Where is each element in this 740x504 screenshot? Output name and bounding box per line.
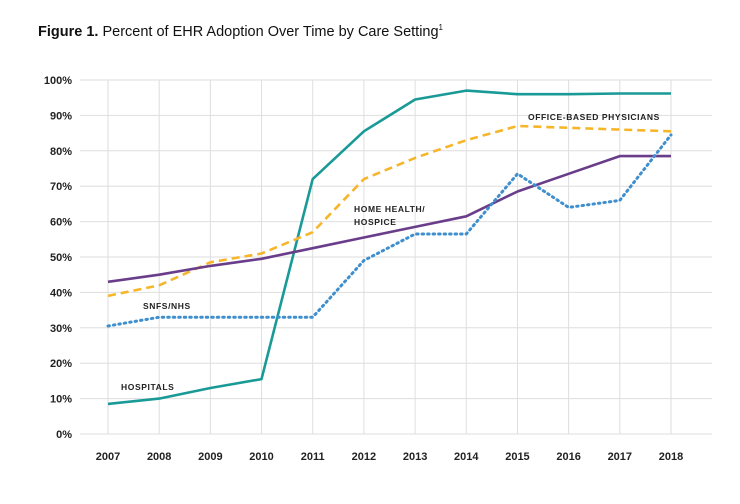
x-tick-label: 2008 [147,451,171,463]
x-tick-label: 2009 [198,451,222,463]
y-tick-label: 20% [50,358,72,370]
annotation-label: OFFICE-BASED PHYSICIANS [528,112,660,122]
annotation-label: HOSPICE [354,217,396,227]
y-tick-label: 60% [50,217,72,229]
series-line-home-health-hospice [107,154,671,284]
y-tick-label: 70% [50,181,72,193]
figure-number: Figure 1. [38,24,99,40]
x-tick-label: 2010 [249,451,273,463]
y-tick-label: 30% [50,323,72,335]
y-tick-label: 80% [50,146,72,158]
x-tick-label: 2016 [556,451,580,463]
y-tick-label: 40% [50,287,72,299]
x-tick-label: 2012 [352,451,376,463]
x-tick-label: 2013 [403,451,427,463]
x-tick-label: 2017 [608,451,632,463]
series-line-office-based-physicians [107,124,672,298]
y-tick-label: 90% [50,110,72,122]
grid-lines [80,79,712,435]
annotation-label: SNFS/NHS [143,301,191,311]
y-tick-label: 50% [50,252,72,264]
y-axis: 0% 10% 20% 30% 40% 50% 60% 70% 80% 90% 100% [44,75,72,441]
x-axis: 2007 2008 2009 2010 2011 2012 2013 2014 2015 2016… [96,451,683,463]
series-lines [106,89,673,406]
title-text: Percent of EHR Adoption Over Time by Car… [102,24,439,40]
title-footnote: 1 [438,23,443,33]
chart-title: Figure 1. Percent of EHR Adoption Over T… [38,24,443,40]
series-line-snfs-nhs [106,133,673,328]
y-tick-label: 100% [44,75,72,87]
x-tick-label: 2007 [96,451,120,463]
x-tick-label: 2014 [454,451,479,463]
x-tick-label: 2018 [659,451,683,463]
y-tick-label: 10% [50,394,72,406]
series-line-hospitals [107,89,671,406]
annotation-label: HOSPITALS [121,382,174,392]
x-tick-label: 2015 [505,451,529,463]
annotation-label: HOME HEALTH/ [354,204,425,214]
series-annotations: OFFICE-BASED PHYSICIANS HOME HEALTH/HOSPI… [121,112,660,392]
x-tick-label: 2011 [301,451,325,463]
y-tick-label: 0% [56,429,72,441]
